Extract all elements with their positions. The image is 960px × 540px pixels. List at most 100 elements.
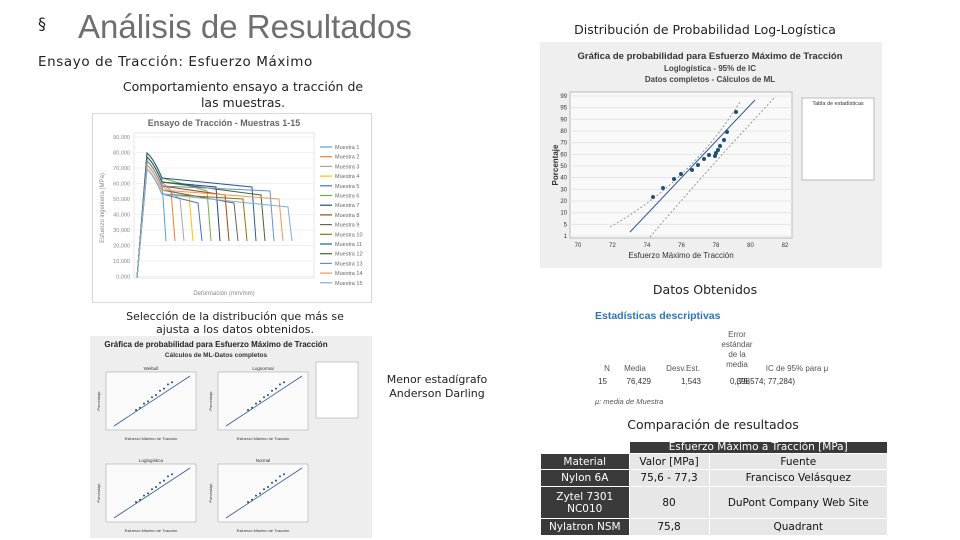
point	[734, 110, 738, 114]
point	[275, 479, 277, 482]
probability-plot: Gráfica de probabilidad para Esfuerzo Má…	[540, 42, 882, 268]
stats-value: (75,574; 77,284)	[736, 377, 795, 386]
fit-line	[113, 375, 191, 427]
note: Menor estadígrafo Anderson Darling	[386, 373, 488, 400]
table-cell: Francisco Velásquez	[708, 469, 889, 487]
y-tick-label: 20,000	[113, 244, 130, 250]
ci-band	[609, 101, 741, 228]
point	[139, 498, 141, 501]
data-heading: Datos Obtenidos	[652, 282, 758, 297]
row-header: Nylon 6A	[540, 469, 630, 487]
stats-column: Error estándar de la media	[721, 330, 752, 369]
point	[139, 406, 141, 409]
plot-subtitle: Datos completos - Cálculos de ML	[645, 75, 775, 84]
curve	[136, 159, 275, 279]
point	[259, 492, 261, 495]
point	[271, 389, 273, 392]
legend-label: Muestra 3	[335, 164, 359, 170]
y-tick-label: 80	[560, 129, 567, 135]
table-row: Nylatron NSM 75,8 Quadrant	[540, 518, 889, 536]
legend-label: Muestra 1	[335, 145, 359, 151]
y-tick-label: 30	[560, 187, 567, 193]
stats-title: Estadísticas descriptivas	[595, 310, 721, 322]
y-tick-label: 99	[560, 94, 567, 100]
table-cell: 80	[628, 486, 710, 519]
legend-label: Muestra 6	[335, 194, 359, 200]
stats-column: Desv.Est.	[666, 364, 700, 373]
legend-label: Muestra 12	[335, 252, 363, 258]
axis-label: Esfuerzo Máximo de Tracción	[628, 251, 733, 260]
point	[271, 481, 273, 484]
legend-label: Muestra 9	[335, 223, 359, 229]
y-tick-label: 50	[560, 164, 567, 170]
axis-label: Esfuerzo ingeniería (MPa)	[100, 173, 106, 243]
curve	[136, 163, 284, 279]
legend-title: Tabla de estadísticas	[812, 101, 864, 107]
comparison-table: Esfuerzo Máximo a Tracción [MPa] Materia…	[540, 441, 889, 536]
point	[716, 148, 720, 152]
point	[263, 488, 265, 491]
y-tick-label: 60,000	[113, 182, 130, 188]
legend-label: Muestra 15	[335, 281, 363, 287]
point	[147, 400, 149, 403]
comparison-heading: Comparación de resultados	[627, 417, 799, 432]
point	[251, 406, 253, 409]
y-tick-label: 70,000	[113, 166, 130, 172]
point	[661, 186, 665, 190]
point	[143, 494, 145, 497]
plot-subtitle: Loglogística - 95% de IC	[664, 64, 756, 73]
axis-label: Esfuerzo Máximo de Tracción	[237, 436, 290, 441]
legend-label: Muestra 11	[335, 242, 362, 248]
stats-value: 76,429	[627, 377, 652, 386]
point	[171, 381, 173, 384]
table-row: Nylon 6A 75,6 - 77,3 Francisco Velásquez	[540, 469, 889, 487]
point	[267, 486, 269, 488]
y-tick-label: 20	[560, 199, 567, 205]
point	[251, 498, 253, 501]
empty-cell	[540, 441, 629, 454]
x-tick-label: 80	[747, 243, 754, 249]
y-tick-label: 60	[560, 152, 567, 158]
selection-caption: Selección de la distribución que más se …	[126, 310, 344, 336]
y-tick-label: 10	[560, 211, 567, 217]
y-tick-label: 1	[564, 234, 568, 240]
axis-label: Porcentaje	[208, 391, 213, 411]
point	[151, 488, 153, 491]
point	[147, 492, 149, 495]
point	[263, 396, 265, 399]
legend-label: Muestra 8	[335, 213, 359, 219]
column-header: Valor [MPa]	[628, 453, 710, 470]
subtitle: Ensayo de Tracción: Esfuerzo Máximo	[38, 54, 313, 70]
point	[247, 409, 249, 411]
x-tick-label: 82	[782, 243, 789, 249]
point	[707, 153, 711, 157]
tensile-chart: Ensayo de Tracción - Muestras 1-15 90,000…	[92, 113, 372, 303]
point	[163, 479, 165, 482]
point	[279, 383, 281, 386]
point	[255, 494, 257, 497]
y-tick-label: 5	[564, 222, 568, 228]
column-header: Fuente	[708, 453, 889, 470]
point	[167, 475, 169, 478]
point	[259, 400, 261, 403]
row-header: Zytel 7301 NC010	[540, 486, 630, 519]
legend-label: Muestra 13	[335, 261, 363, 267]
stats-footnote: μ: media de Muestra	[594, 397, 663, 406]
point	[679, 172, 683, 176]
point	[151, 396, 153, 399]
group-header: Esfuerzo Máximo a Tracción [MPa]	[628, 441, 888, 454]
y-tick-label: 90,000	[113, 135, 130, 141]
axis-label: Esfuerzo Máximo de Tracción	[237, 528, 290, 533]
point	[690, 168, 694, 172]
column-header: Material	[540, 453, 630, 470]
y-tick-label: 0,000	[116, 275, 130, 281]
table-cell: 75,6 - 77,3	[628, 469, 710, 487]
point	[163, 387, 165, 390]
curve	[136, 151, 257, 279]
axis-label: Esfuerzo Máximo de Tracción	[125, 436, 178, 441]
x-tick-label: 72	[609, 243, 616, 249]
legend-label: Muestra 14	[335, 271, 363, 277]
axis-label: Porcentaje	[551, 144, 560, 185]
x-tick-label: 76	[678, 243, 685, 249]
